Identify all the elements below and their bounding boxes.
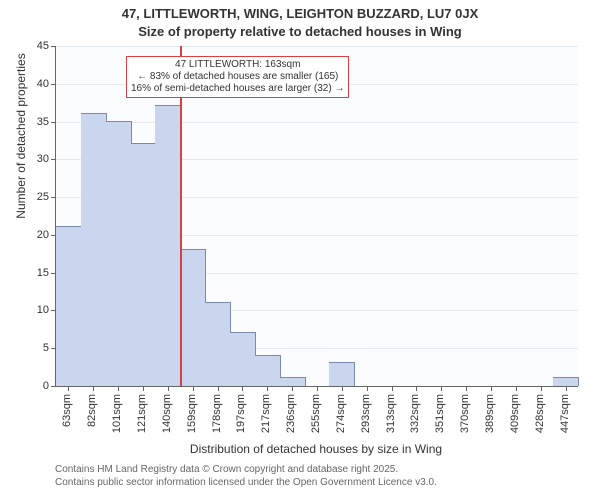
- xtick-label: 255sqm: [310, 394, 322, 433]
- ytick-mark: [51, 386, 56, 387]
- histogram-bar: [106, 121, 132, 386]
- xtick-label: 447sqm: [559, 394, 571, 433]
- xtick-label: 409sqm: [509, 394, 521, 433]
- histogram-bar: [180, 249, 206, 386]
- ytick-mark: [51, 197, 56, 198]
- histogram-bar: [131, 143, 157, 386]
- xtick-mark: [342, 386, 343, 391]
- ytick-mark: [51, 159, 56, 160]
- xtick-label: 63sqm: [61, 394, 73, 427]
- xtick-mark: [392, 386, 393, 391]
- xtick-mark: [168, 386, 169, 391]
- x-axis-label: Distribution of detached houses by size …: [55, 442, 577, 456]
- xtick-mark: [466, 386, 467, 391]
- xtick-label: 236sqm: [285, 394, 297, 433]
- property-size-histogram: 47, LITTLEWORTH, WING, LEIGHTON BUZZARD,…: [0, 0, 600, 500]
- xtick-mark: [516, 386, 517, 391]
- ytick-mark: [51, 84, 56, 85]
- xtick-mark: [118, 386, 119, 391]
- xtick-mark: [292, 386, 293, 391]
- histogram-bar: [255, 355, 281, 386]
- ytick-label: 5: [25, 342, 49, 354]
- xtick-label: 217sqm: [260, 394, 272, 433]
- gridline: [56, 122, 578, 123]
- gridline: [56, 46, 578, 47]
- annotation-line3: 16% of semi-detached houses are larger (…: [131, 83, 344, 95]
- xtick-label: 121sqm: [136, 394, 148, 433]
- ytick-label: 20: [25, 229, 49, 241]
- plot-area: 47 LITTLEWORTH: 163sqm← 83% of detached …: [55, 46, 578, 387]
- xtick-mark: [93, 386, 94, 391]
- xtick-mark: [541, 386, 542, 391]
- xtick-mark: [491, 386, 492, 391]
- annotation-line1: 47 LITTLEWORTH: 163sqm: [131, 59, 344, 71]
- chart-title-line2: Size of property relative to detached ho…: [0, 24, 600, 40]
- xtick-mark: [267, 386, 268, 391]
- chart-title-line1: 47, LITTLEWORTH, WING, LEIGHTON BUZZARD,…: [0, 6, 600, 22]
- xtick-label: 332sqm: [409, 394, 421, 433]
- histogram-bar: [155, 105, 181, 386]
- xtick-label: 178sqm: [211, 394, 223, 433]
- xtick-mark: [193, 386, 194, 391]
- footer-line1: Contains HM Land Registry data © Crown c…: [55, 464, 437, 477]
- xtick-mark: [143, 386, 144, 391]
- xtick-mark: [416, 386, 417, 391]
- xtick-label: 159sqm: [186, 394, 198, 433]
- xtick-mark: [68, 386, 69, 391]
- xtick-mark: [218, 386, 219, 391]
- xtick-label: 82sqm: [86, 394, 98, 427]
- ytick-label: 25: [25, 191, 49, 203]
- ytick-label: 15: [25, 267, 49, 279]
- xtick-label: 274sqm: [335, 394, 347, 433]
- xtick-label: 101sqm: [111, 394, 123, 433]
- footer-attribution: Contains HM Land Registry data © Crown c…: [55, 464, 437, 489]
- footer-line2: Contains public sector information licen…: [55, 477, 437, 490]
- xtick-mark: [317, 386, 318, 391]
- xtick-label: 313sqm: [385, 394, 397, 433]
- xtick-mark: [367, 386, 368, 391]
- xtick-label: 140sqm: [161, 394, 173, 433]
- xtick-mark: [242, 386, 243, 391]
- xtick-label: 389sqm: [484, 394, 496, 433]
- annotation-box: 47 LITTLEWORTH: 163sqm← 83% of detached …: [126, 56, 349, 98]
- xtick-label: 197sqm: [235, 394, 247, 433]
- ytick-label: 45: [25, 40, 49, 52]
- ytick-label: 30: [25, 153, 49, 165]
- annotation-line2: ← 83% of detached houses are smaller (16…: [131, 71, 344, 83]
- xtick-label: 351sqm: [434, 394, 446, 433]
- histogram-bar: [553, 377, 579, 386]
- xtick-mark: [566, 386, 567, 391]
- histogram-bar: [230, 332, 256, 386]
- ytick-mark: [51, 122, 56, 123]
- histogram-bar: [56, 226, 82, 386]
- ytick-label: 0: [25, 380, 49, 392]
- histogram-bar: [205, 302, 231, 386]
- xtick-label: 293sqm: [360, 394, 372, 433]
- xtick-mark: [441, 386, 442, 391]
- xtick-label: 428sqm: [534, 394, 546, 433]
- histogram-bar: [329, 362, 355, 386]
- ytick-label: 10: [25, 304, 49, 316]
- histogram-bar: [280, 377, 306, 386]
- ytick-label: 40: [25, 78, 49, 90]
- xtick-label: 370sqm: [459, 394, 471, 433]
- ytick-label: 35: [25, 116, 49, 128]
- ytick-mark: [51, 46, 56, 47]
- histogram-bar: [81, 113, 107, 386]
